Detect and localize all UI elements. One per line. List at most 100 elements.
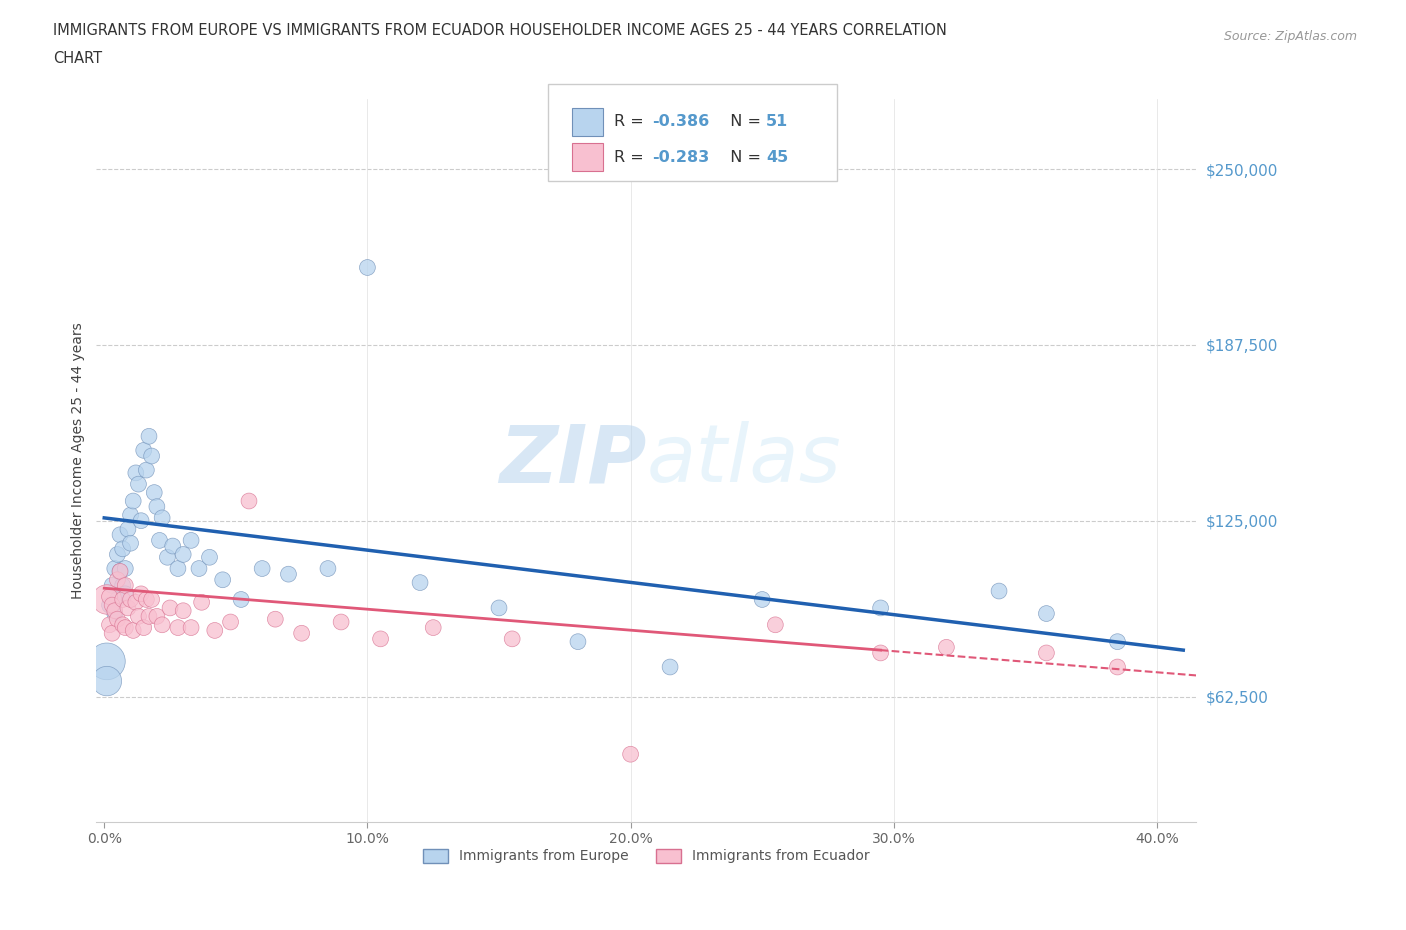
Text: atlas: atlas [647, 421, 841, 499]
Point [138, 429, 160, 444]
Y-axis label: Householder Income Ages 25 - 44 years: Householder Income Ages 25 - 44 years [72, 322, 86, 599]
Point [96, 592, 118, 607]
Point [120, 508, 142, 523]
Text: 45: 45 [766, 150, 789, 165]
Point [291, 626, 314, 641]
Point [132, 620, 155, 635]
Point [101, 578, 124, 592]
Point [107, 612, 129, 627]
Point [567, 634, 589, 649]
Point [172, 547, 194, 562]
Point [101, 598, 124, 613]
Text: N =: N = [720, 150, 766, 165]
Text: 51: 51 [766, 114, 789, 129]
Point [135, 592, 157, 607]
Text: CHART: CHART [53, 51, 103, 66]
Point [409, 575, 432, 590]
Point [869, 645, 891, 660]
Text: ZIP: ZIP [499, 421, 647, 499]
Point [146, 609, 169, 624]
Point [111, 541, 134, 556]
Point [188, 561, 211, 576]
Point [167, 620, 190, 635]
Point [108, 527, 131, 542]
Point [107, 592, 129, 607]
Point [277, 566, 299, 581]
Point [104, 561, 127, 576]
Point [356, 260, 378, 275]
Point [330, 615, 353, 630]
Text: Source: ZipAtlas.com: Source: ZipAtlas.com [1223, 30, 1357, 43]
Point [204, 623, 226, 638]
Point [190, 595, 212, 610]
Point [150, 618, 173, 632]
Point [98, 618, 121, 632]
Point [96, 673, 118, 688]
Point [117, 522, 139, 537]
Point [111, 618, 134, 632]
Point [1107, 659, 1129, 674]
Point [125, 595, 148, 610]
Point [129, 513, 152, 528]
Text: N =: N = [720, 114, 766, 129]
Point [120, 592, 142, 607]
Point [146, 499, 169, 514]
Point [129, 587, 152, 602]
Text: R =: R = [614, 150, 650, 165]
Point [143, 485, 166, 500]
Point [114, 561, 136, 576]
Point [211, 572, 233, 587]
Point [250, 561, 273, 576]
Point [122, 623, 145, 638]
Point [127, 477, 149, 492]
Point [104, 606, 127, 621]
Text: R =: R = [614, 114, 650, 129]
Point [988, 584, 1011, 599]
Point [238, 494, 260, 509]
Point [98, 590, 121, 604]
Point [156, 550, 179, 565]
Text: IMMIGRANTS FROM EUROPE VS IMMIGRANTS FROM ECUADOR HOUSEHOLDER INCOME AGES 25 - 4: IMMIGRANTS FROM EUROPE VS IMMIGRANTS FRO… [53, 23, 948, 38]
Point [111, 592, 134, 607]
Point [167, 561, 190, 576]
Point [370, 631, 392, 646]
Text: -0.283: -0.283 [652, 150, 710, 165]
Point [935, 640, 957, 655]
Point [751, 592, 773, 607]
Point [148, 533, 170, 548]
Point [122, 494, 145, 509]
Point [159, 601, 181, 616]
Point [141, 448, 163, 463]
Point [107, 547, 129, 562]
Point [501, 631, 523, 646]
Point [869, 601, 891, 616]
Point [98, 598, 121, 613]
Point [114, 620, 136, 635]
Point [422, 620, 444, 635]
Point [659, 659, 682, 674]
Point [229, 592, 252, 607]
Point [138, 609, 160, 624]
Point [172, 604, 194, 618]
Point [264, 612, 287, 627]
Point [111, 578, 134, 592]
Point [488, 601, 510, 616]
Point [180, 533, 202, 548]
Point [132, 443, 155, 458]
Point [316, 561, 339, 576]
Legend: Immigrants from Europe, Immigrants from Ecuador: Immigrants from Europe, Immigrants from … [418, 844, 876, 869]
Point [763, 618, 786, 632]
Point [117, 601, 139, 616]
Text: -0.386: -0.386 [652, 114, 710, 129]
Point [114, 587, 136, 602]
Point [1035, 606, 1057, 621]
Point [180, 620, 202, 635]
Point [1107, 634, 1129, 649]
Point [127, 609, 149, 624]
Point [107, 572, 129, 587]
Point [101, 626, 124, 641]
Point [141, 592, 163, 607]
Point [108, 564, 131, 578]
Point [108, 564, 131, 578]
Point [150, 511, 173, 525]
